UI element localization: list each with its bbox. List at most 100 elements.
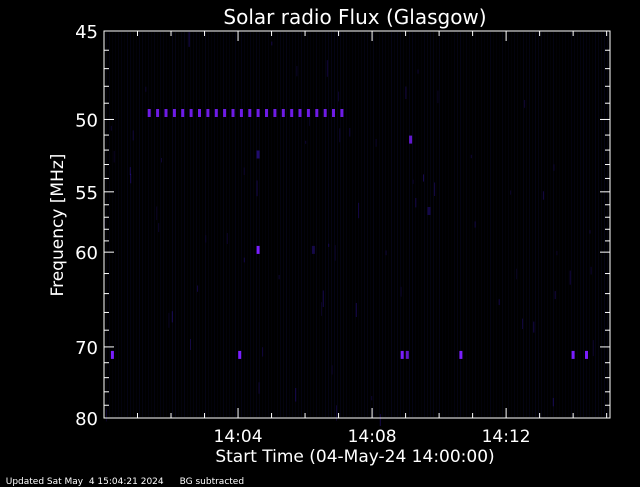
noise-streak (112, 32, 113, 417)
noise-speck (542, 191, 544, 200)
noise-streak (538, 32, 539, 417)
noise-streak (583, 32, 584, 417)
noise-speck (258, 382, 260, 394)
noise-streak (382, 32, 383, 417)
noise-streak (142, 32, 143, 417)
noise-speck (355, 303, 357, 317)
noise-streak (457, 32, 458, 417)
burst-mark (400, 350, 404, 359)
noise-speck (423, 174, 424, 182)
noise-streak (307, 32, 308, 417)
noise-streak (481, 32, 482, 417)
noise-streak (493, 32, 494, 417)
noise-streak (466, 32, 467, 417)
noise-streak (442, 32, 443, 417)
noise-streak (607, 32, 608, 417)
noise-streak (478, 32, 479, 417)
noise-streak (241, 32, 242, 417)
noise-speck (405, 86, 407, 99)
noise-streak (415, 32, 416, 417)
noise-streak (130, 32, 131, 417)
burst-mark (156, 109, 160, 117)
noise-streak (259, 32, 260, 417)
noise-speck (321, 302, 322, 316)
x-axis-label: Start Time (04-May-24 14:00:00) (215, 447, 494, 467)
burst-mark (110, 350, 114, 359)
noise-streak (223, 32, 224, 417)
noise-streak (301, 32, 302, 417)
noise-speck (168, 312, 170, 328)
burst-mark (214, 109, 218, 117)
noise-streak (157, 32, 158, 417)
noise-speck (554, 291, 556, 300)
noise-speck (334, 245, 336, 261)
noise-streak (589, 32, 590, 417)
noise-streak (124, 32, 125, 417)
noise-streak (394, 32, 395, 417)
noise-streak (511, 32, 512, 417)
noise-streak (424, 32, 425, 417)
noise-streak (208, 32, 209, 417)
burst-mark (290, 109, 294, 117)
noise-streak (475, 32, 476, 417)
noise-streak (388, 32, 389, 417)
noise-streak (445, 32, 446, 417)
noise-speck (296, 66, 298, 77)
noise-streak (562, 32, 563, 417)
noise-streak (346, 32, 347, 417)
burst-mark (238, 350, 242, 359)
noise-speck (305, 140, 307, 144)
burst-mark (459, 350, 463, 359)
axes: 45 50 55 60 70 80 14:04 14:08 14:12 (75, 22, 611, 447)
noise-streak (367, 32, 368, 417)
noise-streak (175, 32, 176, 417)
x-tick-label: 14:12 (482, 427, 531, 447)
noise-speck (308, 117, 310, 126)
burst-mark (265, 109, 268, 117)
burst-mark (585, 350, 588, 359)
noise-speck (385, 250, 387, 256)
noise-speck (375, 139, 377, 147)
noise-streak (520, 32, 521, 417)
noise-speck (516, 268, 518, 280)
noise-streak (235, 32, 236, 417)
burst-mark (181, 109, 185, 117)
noise-streak (184, 32, 185, 417)
noise-streak (232, 32, 233, 417)
noise-speck (322, 290, 324, 307)
noise-speck (145, 86, 147, 92)
noise-streak (118, 32, 119, 417)
y-tick-label: 60 (75, 243, 98, 264)
noise-streak (151, 32, 152, 417)
noise-speck (437, 90, 439, 104)
noise-streak (598, 32, 599, 417)
noise-streak (547, 32, 548, 417)
noise-streak (376, 32, 377, 417)
noise-streak (202, 32, 203, 417)
noise-streak (286, 32, 287, 417)
noise-speck (556, 251, 558, 256)
noise-streak (586, 32, 587, 417)
noise-streak (160, 32, 161, 417)
noise-streak (205, 32, 206, 417)
plot-frame (103, 30, 611, 419)
plot-area (104, 31, 610, 426)
burst-mark (198, 109, 201, 117)
noise-streak (400, 32, 401, 417)
noise-speck (161, 158, 162, 163)
burst-mark (409, 135, 413, 144)
burst-mark (256, 245, 260, 254)
noise-streak (226, 32, 227, 417)
noise-streak (577, 32, 578, 417)
noise-streak (550, 32, 551, 417)
noise-streak (595, 32, 596, 417)
noise-speck (130, 173, 132, 184)
noise-streak (556, 32, 557, 417)
burst-mark (281, 109, 285, 117)
noise-streak (292, 32, 293, 417)
noise-speck (400, 286, 402, 297)
noise-streak (535, 32, 536, 417)
noise-streak (265, 32, 266, 417)
noise-streak (379, 32, 380, 417)
